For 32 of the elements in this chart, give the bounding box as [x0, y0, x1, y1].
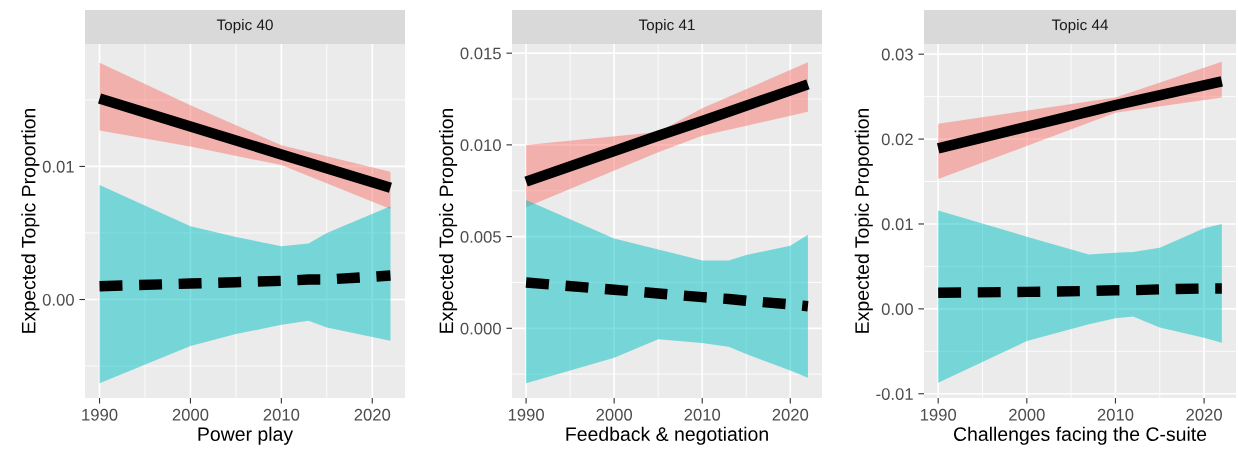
chart-title: Topic 40	[216, 19, 273, 34]
y-tick-label: 0.02	[881, 133, 913, 146]
x-tick-label: 1990	[82, 408, 118, 421]
chart-title: Topic 41	[638, 19, 695, 34]
x-tick-label: 2020	[772, 408, 809, 421]
y-axis-title: Expected Topic Proportion	[438, 108, 458, 333]
y-tick-label: 0.00	[42, 293, 74, 306]
x-tick-label: 2010	[684, 408, 721, 421]
y-tick-label: -0.01	[876, 388, 913, 400]
y-tick-label: 0.03	[881, 48, 913, 61]
chart-title: Topic 44	[1051, 19, 1108, 34]
x-tick-label: 2020	[1186, 408, 1222, 421]
x-tick-label: 1990	[508, 408, 544, 421]
y-tick-label: 0.01	[42, 160, 74, 173]
x-tick-label: 2020	[354, 408, 391, 421]
x-axis-title: Challenges facing the C-suite	[953, 426, 1207, 445]
y-axis-title: Expected Topic Proportion	[21, 108, 40, 333]
y-tick-label: 0.005	[460, 230, 501, 243]
y-tick-label: 0.01	[881, 218, 913, 231]
x-tick-label: 2010	[263, 408, 300, 421]
y-axis-title: Expected Topic Proportion	[854, 108, 873, 333]
y-tick-label: 0.000	[460, 322, 501, 335]
x-tick-label: 2000	[172, 408, 209, 421]
x-tick-label: 2000	[1009, 408, 1045, 421]
x-tick-label: 1990	[920, 408, 957, 421]
y-tick-label: 0.00	[881, 303, 913, 316]
x-axis-title: Feedback & negotiation	[566, 426, 768, 445]
x-tick-label: 2010	[1097, 408, 1134, 421]
y-tick-label: 0.015	[460, 47, 501, 60]
x-axis-title: Power play	[198, 426, 294, 445]
y-tick-label: 0.010	[460, 139, 501, 152]
x-tick-label: 2000	[596, 408, 633, 421]
